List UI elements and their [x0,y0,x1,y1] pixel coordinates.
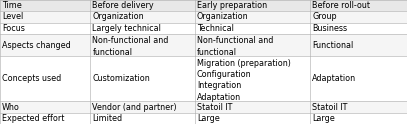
Text: Statoil IT: Statoil IT [197,103,232,112]
Text: Large: Large [312,114,335,123]
Text: Group: Group [312,12,337,21]
Bar [0,11,407,23]
Text: Functional: Functional [312,41,353,50]
Text: Non-functional and
functional: Non-functional and functional [92,36,169,57]
Bar [0,56,407,101]
Bar [0,23,407,34]
Text: Time: Time [2,1,22,10]
Text: Organization: Organization [197,12,249,21]
Text: Business: Business [312,24,347,33]
Text: Before roll-out: Before roll-out [312,1,370,10]
Text: Limited: Limited [92,114,123,123]
Text: Adaptation: Adaptation [312,74,356,83]
Bar [0,0,407,11]
Text: Level: Level [2,12,23,21]
Text: Customization: Customization [92,74,150,83]
Text: Statoil IT: Statoil IT [312,103,348,112]
Text: Vendor (and partner): Vendor (and partner) [92,103,177,112]
Bar [0,34,407,56]
Text: Largely technical: Largely technical [92,24,161,33]
Text: Who: Who [2,103,20,112]
Text: Early preparation: Early preparation [197,1,267,10]
Text: Non-functional and
functional: Non-functional and functional [197,36,274,57]
Text: Technical: Technical [197,24,234,33]
Bar [0,101,407,113]
Text: Focus: Focus [2,24,25,33]
Text: Migration (preparation)
Configuration
Integration
Adaptation: Migration (preparation) Configuration In… [197,59,291,102]
Bar [0,113,407,124]
Text: Expected effort: Expected effort [2,114,64,123]
Text: Concepts used: Concepts used [2,74,61,83]
Text: Large: Large [197,114,220,123]
Text: Organization: Organization [92,12,144,21]
Text: Aspects changed: Aspects changed [2,41,71,50]
Text: Before delivery: Before delivery [92,1,154,10]
